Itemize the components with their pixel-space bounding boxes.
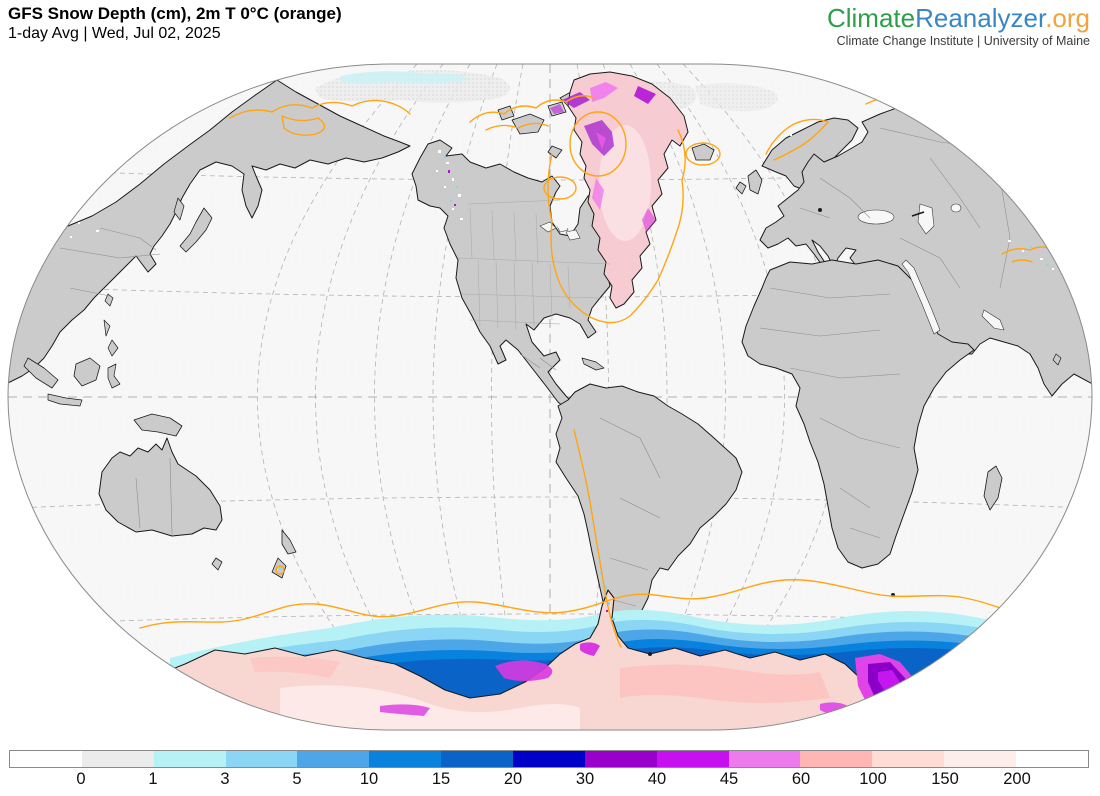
colorbar-tick-10: 10 (359, 770, 379, 788)
red-sea (901, 259, 941, 335)
british-isles (735, 169, 763, 195)
sulawesi (107, 363, 121, 389)
great-lakes (539, 221, 581, 241)
black-sea (857, 209, 895, 225)
colorbar-tick-0: 0 (76, 770, 86, 788)
cuba (581, 357, 605, 371)
colorbar-segment-6 (441, 751, 514, 767)
tasmania (211, 557, 223, 571)
colorbar-segment-4 (297, 751, 370, 767)
colorbar-tick-5: 5 (292, 770, 302, 788)
logo-word-reanalyzer: Reanalyzer (915, 3, 1046, 33)
map-frame (7, 63, 1093, 731)
colorbar-segment-1 (81, 751, 154, 767)
aral-sea (950, 203, 962, 213)
colorbar-tick-60: 60 (791, 770, 811, 788)
colorbar-segment-3 (225, 751, 298, 767)
logo-word-org: .org (1045, 3, 1090, 33)
climatereanalyzer-logo: ClimateReanalyzer.org (826, 3, 1090, 33)
colorbar-segment-2 (153, 751, 226, 767)
colorbar-tick-150: 150 (931, 770, 959, 788)
colorbar-segment-11 (800, 751, 873, 767)
header: GFS Snow Depth (cm), 2m T 0°C (orange) 1… (0, 0, 1100, 58)
persian-gulf (981, 309, 1005, 331)
world-map (7, 63, 1093, 731)
australia (98, 437, 223, 537)
colorbar-segment-5 (369, 751, 442, 767)
sakhalin (173, 197, 185, 221)
world-map-container (0, 58, 1100, 740)
antarctica (8, 589, 1092, 730)
colorbar-segment-8 (584, 751, 657, 767)
madagascar (983, 465, 1003, 511)
java (47, 393, 83, 407)
colorbar-tick-1: 1 (148, 770, 158, 788)
taiwan (104, 293, 114, 307)
hudson-bay-inner (554, 202, 572, 230)
japan (179, 207, 213, 253)
colorbar-tick-20: 20 (503, 770, 523, 788)
zero-degree-isotherm (139, 81, 1070, 648)
colorbar-tick-15: 15 (431, 770, 451, 788)
page-title: GFS Snow Depth (cm), 2m T 0°C (orange) (8, 4, 342, 23)
philippines (103, 319, 119, 357)
page-subtitle: 1-day Avg | Wed, Jul 02, 2025 (8, 25, 221, 43)
south-america (555, 383, 743, 649)
colorbar-segment-12 (872, 751, 945, 767)
colorbar-segment-7 (513, 751, 585, 767)
logo-word-climate: Climate (826, 3, 916, 33)
inland-waters (539, 202, 1005, 335)
colorbar-track (9, 750, 1089, 768)
colorbar-segment-13 (944, 751, 1017, 767)
borneo (73, 357, 101, 387)
title-block: GFS Snow Depth (cm), 2m T 0°C (orange) 1… (8, 3, 342, 45)
continents (8, 71, 1092, 649)
colorbar-tick-30: 30 (575, 770, 595, 788)
logo-tagline: Climate Change Institute | University of… (836, 34, 1090, 49)
iceland (691, 143, 715, 161)
colorbar-tick-100: 100 (859, 770, 887, 788)
colorbar-tick-40: 40 (647, 770, 667, 788)
caspian-sea (917, 203, 935, 235)
colorbar-tick-200: 200 (1003, 770, 1031, 788)
sumatra (23, 357, 59, 389)
us-state-borders (457, 199, 611, 331)
sri-lanka (1052, 353, 1062, 366)
scandinavia (761, 117, 859, 191)
colorbar-segment-9 (656, 751, 729, 767)
logo-block: ClimateReanalyzer.org Climate Change Ins… (826, 3, 1090, 49)
colorbar-tick-3: 3 (220, 770, 230, 788)
colorbar-segment-10 (728, 751, 801, 767)
new-guinea (133, 413, 183, 437)
colorbar-labels: 0 1 3 5 10 15 20 30 40 45 60 100 150 200 (9, 770, 1089, 794)
snow-speckles (62, 124, 1054, 656)
colorbar-segment-0 (10, 751, 82, 767)
colorbar-segment-14 (1016, 751, 1088, 767)
colorbar-tick-45: 45 (719, 770, 739, 788)
